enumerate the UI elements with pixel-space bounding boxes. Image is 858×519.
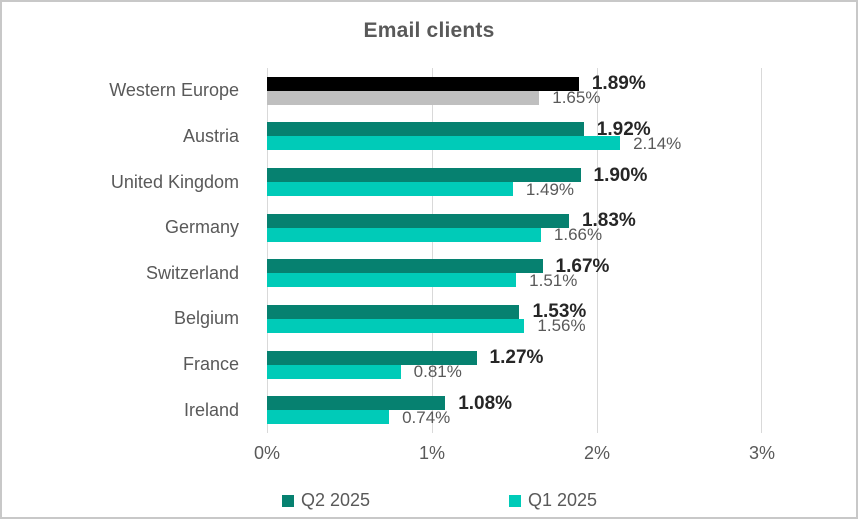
legend-swatch-q2-2025 [282, 494, 294, 507]
bar-group: 1.27% 0.81% [267, 342, 762, 388]
legend-item-q2-2025: Q2 2025 [282, 490, 370, 511]
bar-group: 1.83% 1.66% [267, 205, 762, 251]
bar-row: 1.66% [267, 225, 762, 245]
gridline [761, 68, 762, 433]
category-label: Ireland [183, 399, 239, 420]
value-label: 1.51% [529, 270, 578, 290]
bar-row: 1.27% [267, 347, 762, 369]
bar-row: 1.67% [267, 255, 762, 277]
value-label: 1.92% [596, 118, 651, 140]
bar-row: 1.08% [267, 392, 762, 414]
legend-swatch-q1-2025 [509, 494, 521, 507]
bar-group: 1.92% 2.14% [267, 114, 762, 160]
bar-q2-2025 [267, 76, 579, 91]
bar-q2-2025 [267, 304, 520, 319]
bar-group: 1.90% 1.49% [267, 159, 762, 205]
bar-row: 1.90% [267, 164, 762, 186]
bar-q1-2025 [267, 182, 513, 197]
value-label: 1.49% [525, 179, 575, 199]
bar-row: 1.92% [267, 118, 762, 140]
x-tick-label: 0% [253, 443, 281, 463]
category-label: United Kingdom [110, 171, 239, 192]
bar-row: 1.56% [267, 316, 762, 336]
plot-area: 1.89% 1.65% 1.92% 2.14% 1.90% 1.49% 1.83% 1.66%… [254, 68, 775, 463]
chart-title: Email clients [363, 19, 495, 42]
value-label: 1.90% [593, 164, 648, 186]
value-label: 0.81% [413, 362, 462, 382]
gridline [596, 68, 598, 433]
bar-q1-2025 [267, 227, 541, 242]
bar-q1-2025 [267, 318, 525, 333]
bar-group: 1.08% 0.74% [267, 387, 762, 433]
bar-q1-2025 [267, 273, 517, 288]
bar-q1-2025 [267, 410, 390, 425]
bar-row: 2.14% [267, 133, 762, 153]
value-label: 1.89% [591, 73, 646, 95]
value-label: 1.66% [553, 225, 603, 245]
gridline [267, 68, 268, 433]
bar-row: 1.53% [267, 301, 762, 323]
x-tick-label: 1% [418, 443, 446, 463]
category-label: Germany [164, 217, 239, 238]
bar-q2-2025 [267, 350, 477, 365]
category-label: Switzerland [145, 262, 239, 283]
bar-q2-2025 [267, 259, 543, 274]
category-label: Western Europe [109, 80, 239, 101]
category-label: Belgium [173, 308, 239, 329]
bar-group: 1.53% 1.56% [267, 296, 762, 342]
value-label: 1.65% [552, 88, 601, 108]
bar-group: 1.67% 1.51% [267, 251, 762, 297]
x-tick-label: 3% [748, 443, 776, 463]
bar-q1-2025 [267, 136, 621, 151]
legend-label-q1-2025: Q1 2025 [528, 490, 598, 510]
bar-row: 0.74% [267, 407, 762, 427]
value-label: 1.67% [555, 255, 610, 277]
bar-q2-2025 [267, 168, 581, 183]
bar-row: 1.89% [267, 73, 762, 95]
bar-rows: 1.89% 1.65% 1.92% 2.14% 1.90% 1.49% 1.83% 1.66%… [267, 68, 762, 433]
category-label: France [182, 354, 239, 375]
legend-item-q1-2025: Q1 2025 [509, 490, 597, 511]
bar-q1-2025 [267, 90, 540, 105]
gridline [431, 68, 433, 433]
value-label: 1.08% [458, 392, 513, 414]
bar-group: 1.89% 1.65% [267, 68, 762, 114]
bar-row: 1.51% [267, 270, 762, 290]
category-label: Austria [182, 125, 239, 146]
legend-label-q2-2025: Q2 2025 [301, 490, 371, 510]
bar-q1-2025 [267, 364, 401, 379]
value-label: 0.74% [402, 407, 451, 427]
value-label: 1.83% [581, 210, 636, 232]
x-tick-label: 2% [583, 443, 611, 463]
bar-row: 1.65% [267, 88, 762, 108]
value-label: 1.53% [532, 301, 587, 323]
value-label: 1.56% [537, 316, 586, 336]
bar-q2-2025 [267, 396, 446, 411]
value-label: 1.27% [489, 347, 544, 369]
bar-q2-2025 [267, 213, 569, 228]
category-axis: Western Europe Austria United Kingdom Germa… [2, 68, 253, 433]
bar-row: 1.83% [267, 210, 762, 232]
bar-row: 1.49% [267, 179, 762, 199]
bar-q2-2025 [267, 122, 584, 137]
bar-row: 0.81% [267, 362, 762, 382]
value-label: 2.14% [633, 133, 682, 153]
